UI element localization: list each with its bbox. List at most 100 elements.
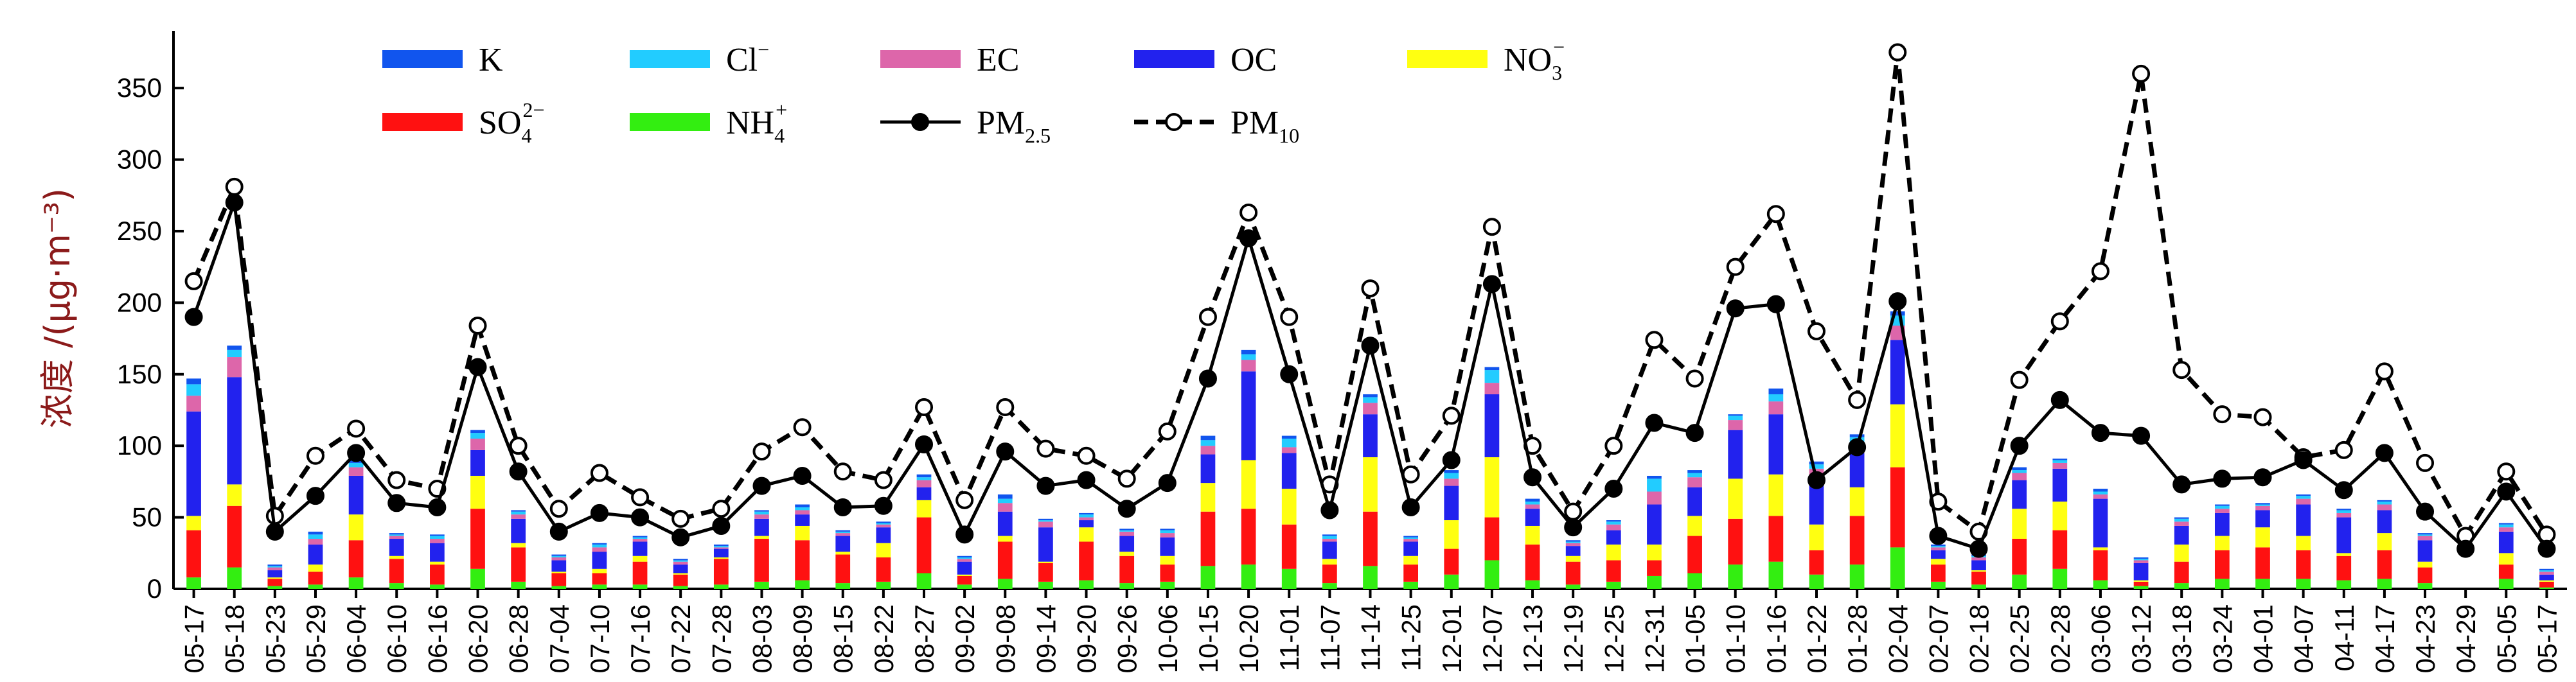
bar-oc-05-18 xyxy=(227,377,242,485)
point-pm25-06-28 xyxy=(509,462,528,481)
bar-nh4-02-04 xyxy=(1890,547,1905,589)
bar-so4-01-05 xyxy=(1687,536,1702,573)
bar-nh4-11-01 xyxy=(1281,568,1297,589)
bar-k-05-17 xyxy=(186,378,201,385)
bar-oc-06-10 xyxy=(389,539,404,556)
bar-k-07-10 xyxy=(592,543,607,545)
bar-cl-04-01 xyxy=(2255,504,2270,506)
bar-ec-12-13 xyxy=(1525,504,1540,509)
legend-label-cl: Cl− xyxy=(726,38,769,78)
point-pm10-08-15 xyxy=(833,462,852,481)
x-tick-label: 02-18 xyxy=(1964,604,1994,673)
bar-cl-05-17 xyxy=(2539,570,2554,572)
bar-oc-02-18 xyxy=(1971,560,1986,571)
bar-k-09-08 xyxy=(997,494,1013,499)
x-tick-label: 04-17 xyxy=(2370,604,2400,673)
bar-ec-08-03 xyxy=(754,514,769,519)
bar-so4-05-18 xyxy=(227,505,242,568)
bar-ec-12-25 xyxy=(1606,524,1621,530)
bar-no3-12-25 xyxy=(1606,544,1621,561)
bar-oc-01-28 xyxy=(1849,453,1865,487)
bar-no3-04-11 xyxy=(2336,553,2352,556)
point-pm10-03-18 xyxy=(2172,361,2191,380)
bar-oc-04-23 xyxy=(2417,540,2433,562)
point-pm10-09-14 xyxy=(1036,439,1055,458)
bar-no3-07-04 xyxy=(551,572,567,573)
bar-so4-01-10 xyxy=(1728,518,1743,565)
bar-cl-09-26 xyxy=(1119,530,1135,532)
point-pm10-08-22 xyxy=(874,471,893,489)
bar-k-07-28 xyxy=(713,544,729,546)
point-pm25-03-06 xyxy=(2091,424,2110,442)
bar-ec-06-16 xyxy=(430,539,445,543)
bar-nh4-02-18 xyxy=(1971,584,1986,589)
bar-nh4-04-23 xyxy=(2417,583,2433,589)
bar-ec-03-24 xyxy=(2214,509,2230,513)
bar-no3-10-06 xyxy=(1160,555,1175,565)
bar-nh4-05-23 xyxy=(267,586,283,589)
point-pm25-03-24 xyxy=(2213,469,2232,488)
bar-oc-11-25 xyxy=(1403,541,1418,556)
bar-oc-02-25 xyxy=(2012,480,2027,509)
bar-nh4-04-01 xyxy=(2255,579,2270,589)
bar-oc-10-20 xyxy=(1241,371,1256,460)
x-tick-label: 05-23 xyxy=(260,604,290,673)
bar-so4-10-06 xyxy=(1160,564,1175,582)
bar-so4-01-22 xyxy=(1809,550,1824,575)
point-pm25-10-20 xyxy=(1239,229,1258,248)
bar-oc-05-23 xyxy=(267,570,283,578)
bar-so4-05-05 xyxy=(2498,564,2514,579)
bar-nh4-03-24 xyxy=(2214,579,2230,589)
bar-so4-05-23 xyxy=(267,579,283,586)
bar-so4-04-23 xyxy=(2417,567,2433,584)
bar-so4-04-01 xyxy=(2255,547,2270,579)
bar-so4-07-16 xyxy=(632,561,648,585)
bar-nh4-08-09 xyxy=(795,580,810,589)
bar-cl-11-25 xyxy=(1403,537,1418,539)
x-tick-label: 06-10 xyxy=(382,604,412,673)
point-pm25-11-07 xyxy=(1320,501,1339,520)
x-tick-label: 12-01 xyxy=(1437,604,1467,673)
bar-ec-11-01 xyxy=(1281,447,1297,453)
point-pm25-12-25 xyxy=(1604,480,1623,498)
bar-so4-06-04 xyxy=(348,540,364,578)
bar-no3-05-17 xyxy=(186,516,201,530)
bar-ec-08-15 xyxy=(835,533,851,536)
y-tick-label: 50 xyxy=(132,502,162,532)
bar-cl-09-08 xyxy=(997,498,1013,503)
bar-nh4-12-25 xyxy=(1606,581,1621,589)
bar-oc-09-14 xyxy=(1038,527,1053,562)
legend-label-so4: SO42− xyxy=(479,98,545,147)
x-tick-label: 12-07 xyxy=(1477,604,1507,673)
bar-so4-12-25 xyxy=(1606,560,1621,582)
bar-no3-09-26 xyxy=(1119,552,1135,556)
bar-no3-07-28 xyxy=(713,557,729,559)
bar-no3-01-28 xyxy=(1849,487,1865,516)
bar-no3-06-28 xyxy=(511,543,526,548)
bar-so4-11-25 xyxy=(1403,564,1418,582)
point-pm10-06-28 xyxy=(509,437,528,455)
point-pm10-01-10 xyxy=(1726,258,1745,276)
bar-k-10-15 xyxy=(1200,435,1216,441)
bar-ec-11-14 xyxy=(1363,403,1378,415)
point-pm10-01-16 xyxy=(1766,205,1785,223)
bar-k-08-27 xyxy=(916,474,932,478)
x-tick-label: 01-05 xyxy=(1680,604,1710,673)
point-pm10-04-01 xyxy=(2253,408,2272,426)
bar-so4-05-29 xyxy=(308,572,323,585)
bar-so4-08-09 xyxy=(795,540,810,581)
x-tick-label: 08-15 xyxy=(828,604,858,673)
bar-oc-04-07 xyxy=(2296,504,2311,536)
x-tick-label: 04-07 xyxy=(2289,604,2319,673)
bar-oc-06-16 xyxy=(430,543,445,562)
y-tick-label: 350 xyxy=(117,73,162,103)
bar-ec-11-07 xyxy=(1322,539,1337,542)
bar-no3-03-06 xyxy=(2093,547,2108,550)
bar-k-07-22 xyxy=(673,559,688,561)
bar-k-05-05 xyxy=(2498,523,2514,525)
point-pm25-08-27 xyxy=(915,435,934,453)
point-pm10-10-06 xyxy=(1158,422,1177,441)
bar-oc-08-03 xyxy=(754,518,769,536)
x-tick-label: 10-15 xyxy=(1193,604,1223,673)
bar-oc-07-04 xyxy=(551,560,567,572)
